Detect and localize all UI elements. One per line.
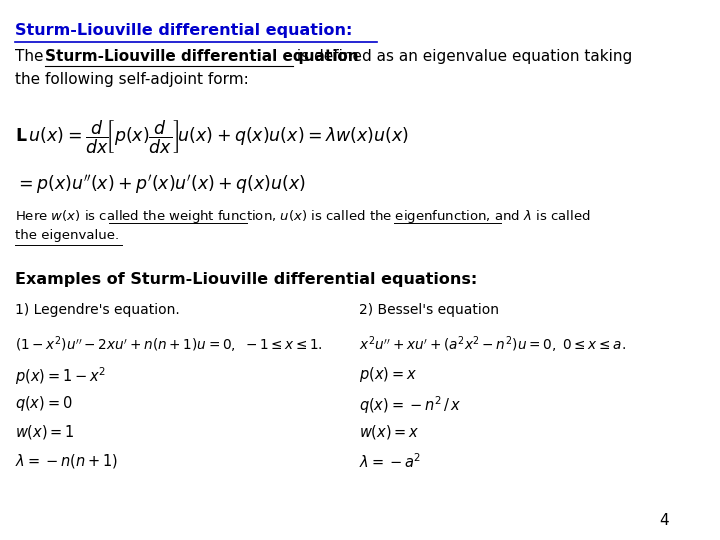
Text: Examples of Sturm-Liouville differential equations:: Examples of Sturm-Liouville differential… (15, 272, 477, 287)
Text: $(1-x^2)u''-2xu'+n(n+1)u = 0,\ -1\leq x\leq 1.$: $(1-x^2)u''-2xu'+n(n+1)u = 0,\ -1\leq x\… (15, 334, 323, 355)
Text: $= p(x)u''(x)+p'(x)u'(x)+q(x)u(x)$: $= p(x)u''(x)+p'(x)u'(x)+q(x)u(x)$ (15, 173, 306, 196)
Text: 4: 4 (660, 513, 670, 528)
Text: $q(x) = 0$: $q(x) = 0$ (15, 394, 73, 413)
Text: $w(x) = x$: $w(x) = x$ (359, 423, 420, 441)
Text: Here $w(x)$ is called the weight function, $u(x)$ is called the eigenfunction, a: Here $w(x)$ is called the weight functio… (15, 208, 590, 225)
Text: $w(x) = 1$: $w(x) = 1$ (15, 423, 75, 441)
Text: $p(x) = 1 - x^2$: $p(x) = 1 - x^2$ (15, 365, 107, 387)
Text: $x^2u''+xu'+(a^2x^2-n^2)u = 0,\ 0\leq x\leq a.$: $x^2u''+xu'+(a^2x^2-n^2)u = 0,\ 0\leq x\… (359, 334, 626, 355)
Text: is defined as an eigenvalue equation taking: is defined as an eigenvalue equation tak… (292, 49, 632, 64)
Text: $\lambda = -n(n+1)$: $\lambda = -n(n+1)$ (15, 452, 118, 470)
Text: 1) Legendre's equation.: 1) Legendre's equation. (15, 303, 180, 318)
Text: Sturm-Liouville differential equation: Sturm-Liouville differential equation (45, 49, 359, 64)
Text: 2) Bessel's equation: 2) Bessel's equation (359, 303, 500, 318)
Text: the eigenvalue.: the eigenvalue. (15, 229, 120, 242)
Text: Sturm-Liouville differential equation:: Sturm-Liouville differential equation: (15, 23, 353, 38)
Text: $\lambda = -a^2$: $\lambda = -a^2$ (359, 452, 422, 471)
Text: $p(x) = x$: $p(x) = x$ (359, 365, 418, 384)
Text: $q(x) = -n^2\,/\,x$: $q(x) = -n^2\,/\,x$ (359, 394, 462, 416)
Text: $\mathbf{L}\, u(x) = \dfrac{d}{dx}\!\left[p(x)\dfrac{d}{dx}\right]\!u(x)+q(x)u(x: $\mathbf{L}\, u(x) = \dfrac{d}{dx}\!\lef… (15, 119, 409, 157)
Text: The: The (15, 49, 48, 64)
Text: the following self-adjoint form:: the following self-adjoint form: (15, 72, 249, 87)
